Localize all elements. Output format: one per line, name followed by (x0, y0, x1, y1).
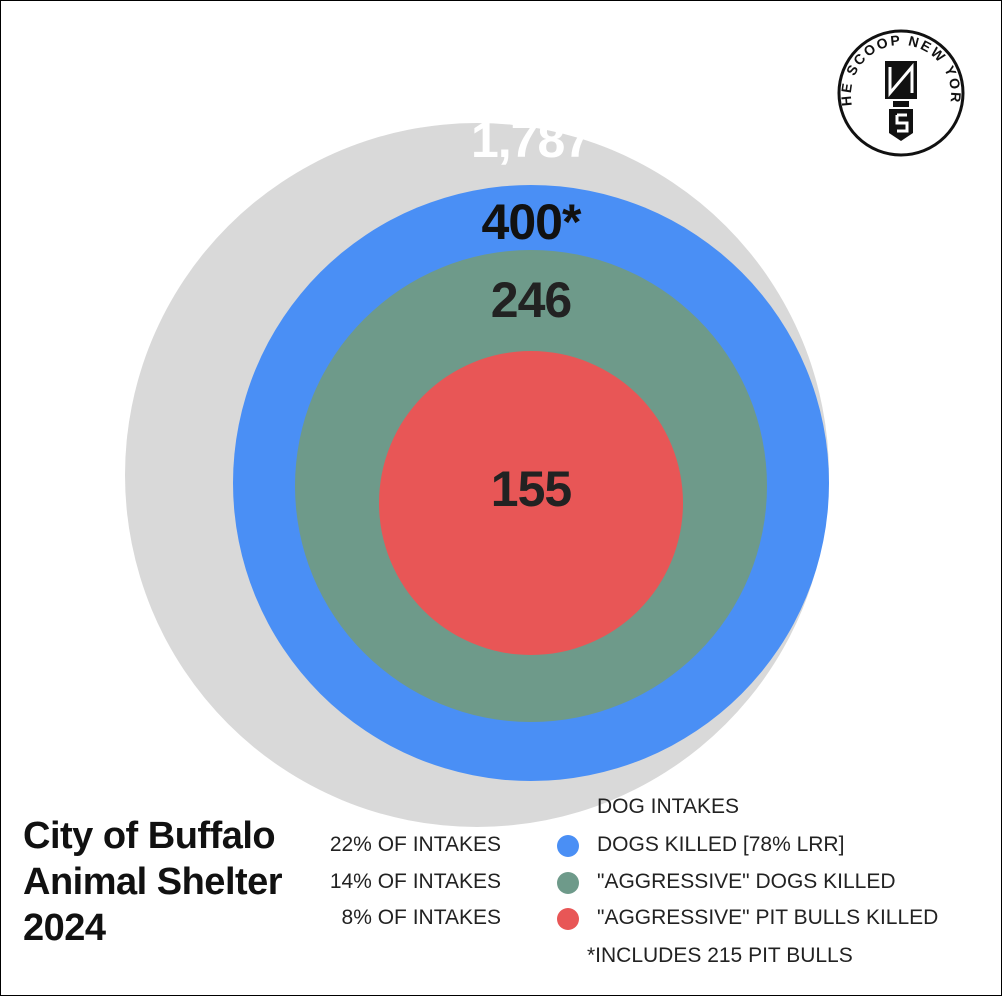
chart-title: City of Buffalo Animal Shelter 2024 (23, 813, 283, 951)
legend-swatch-blue (557, 835, 579, 857)
legend-swatch-green (557, 872, 579, 894)
legend-percent: 22% OF INTAKES (329, 833, 501, 856)
paintbrush-logo-icon: THE SCOOP NEW YORK (825, 10, 965, 157)
legend-item-aggressive-dogs-killed: 14% OF INTAKES "AGGRESSIVE" DOGS KILLED (330, 868, 981, 898)
footnote: *INCLUDES 215 PIT BULLS (587, 944, 853, 967)
value-label-aggressive-dogs-killed: 246 (491, 272, 571, 328)
value-label-total-intakes: 1,787 (471, 112, 591, 168)
legend-item-dogs-killed: 22% OF INTAKES DOGS KILLED [78% LRR] (330, 831, 981, 861)
legend-label: "AGGRESSIVE" PIT BULLS KILLED (597, 906, 939, 929)
value-label-aggressive-pit-bulls-killed: 155 (491, 461, 572, 517)
title-line-2: Animal Shelter (23, 861, 283, 903)
legend-swatch-red (557, 908, 579, 930)
legend-percent: 14% OF INTAKES (329, 870, 501, 893)
circle-aggressive-pit-bulls-killed (379, 351, 683, 655)
title-line-1: City of Buffalo (23, 815, 276, 857)
legend-label: DOGS KILLED [78% LRR] (597, 833, 845, 856)
the-scoop-new-york-logo: THE SCOOP NEW YORK (825, 10, 971, 163)
legend-item-aggressive-pit-bulls-killed: 8% OF INTAKES "AGGRESSIVE" PIT BULLS KIL… (342, 904, 981, 934)
title-line-3: 2024 (23, 907, 106, 949)
legend-heading: DOG INTAKES (597, 795, 739, 818)
value-label-dogs-killed: 400* (482, 194, 582, 250)
legend-label: "AGGRESSIVE" DOGS KILLED (597, 870, 896, 893)
legend-percent: 8% OF INTAKES (341, 906, 501, 929)
